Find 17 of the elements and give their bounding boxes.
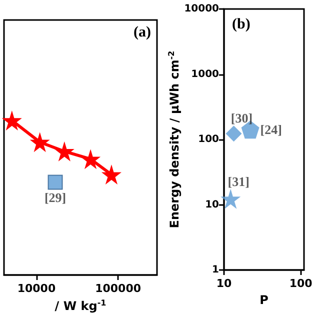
y-tick-label: 10 (205, 199, 220, 210)
y-axis-title: Energy density / μWh cm-2 (166, 50, 182, 228)
x-tick-label: 10 (216, 277, 232, 290)
y-tick-label: 10000 (184, 4, 220, 14)
x-tick-label: 100 (289, 277, 313, 290)
series-label: [24] (260, 122, 282, 138)
x-axis-title: P (260, 292, 269, 307)
y-tick-label: 1000 (191, 68, 220, 80)
series-label: [29] (44, 190, 66, 205)
annotation: (b) (232, 16, 250, 32)
series-label: [30] (230, 110, 253, 126)
x-tick-label: 100000 (95, 282, 142, 295)
x-tick-label: 10000 (17, 282, 56, 295)
text: (a) (134, 24, 152, 40)
y-tick-label: 100 (198, 134, 220, 145)
y-tick-label: 1 (212, 264, 220, 276)
series-label: [31] (228, 174, 250, 189)
